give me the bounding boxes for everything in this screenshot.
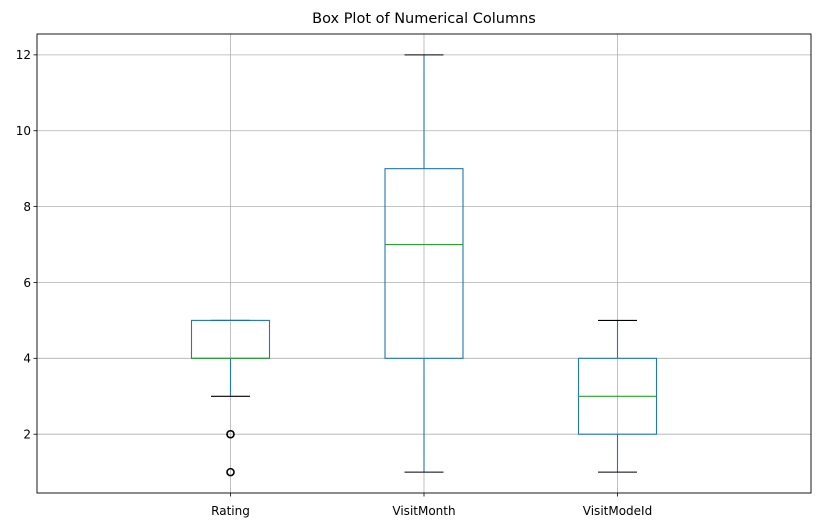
box-visitmodeid [577, 319, 658, 473]
box-rating [190, 319, 271, 477]
outlier-point [226, 429, 235, 439]
y-tick-label: 2 [23, 428, 31, 442]
y-tick-label: 10 [16, 124, 31, 138]
x-tick-label: VisitModeId [583, 504, 652, 518]
box-series [190, 54, 658, 477]
y-tick-label: 12 [16, 48, 31, 62]
x-tick-label: VisitMonth [392, 504, 455, 518]
plot-area-frame [36, 33, 812, 494]
y-tick-label: 4 [23, 352, 31, 366]
y-tick-label: 6 [23, 276, 31, 290]
chart-title: Box Plot of Numerical Columns [312, 11, 536, 27]
interquartile-box [384, 168, 464, 359]
y-tick-label: 8 [23, 200, 31, 214]
y-axis-ticks: 2 4 6 8 10 12 [16, 48, 37, 442]
x-axis-ticks: Rating VisitMonth VisitModeId [211, 493, 652, 518]
box-visitmonth [384, 54, 464, 473]
x-tick-label: Rating [211, 504, 250, 518]
outlier-point [226, 467, 235, 477]
